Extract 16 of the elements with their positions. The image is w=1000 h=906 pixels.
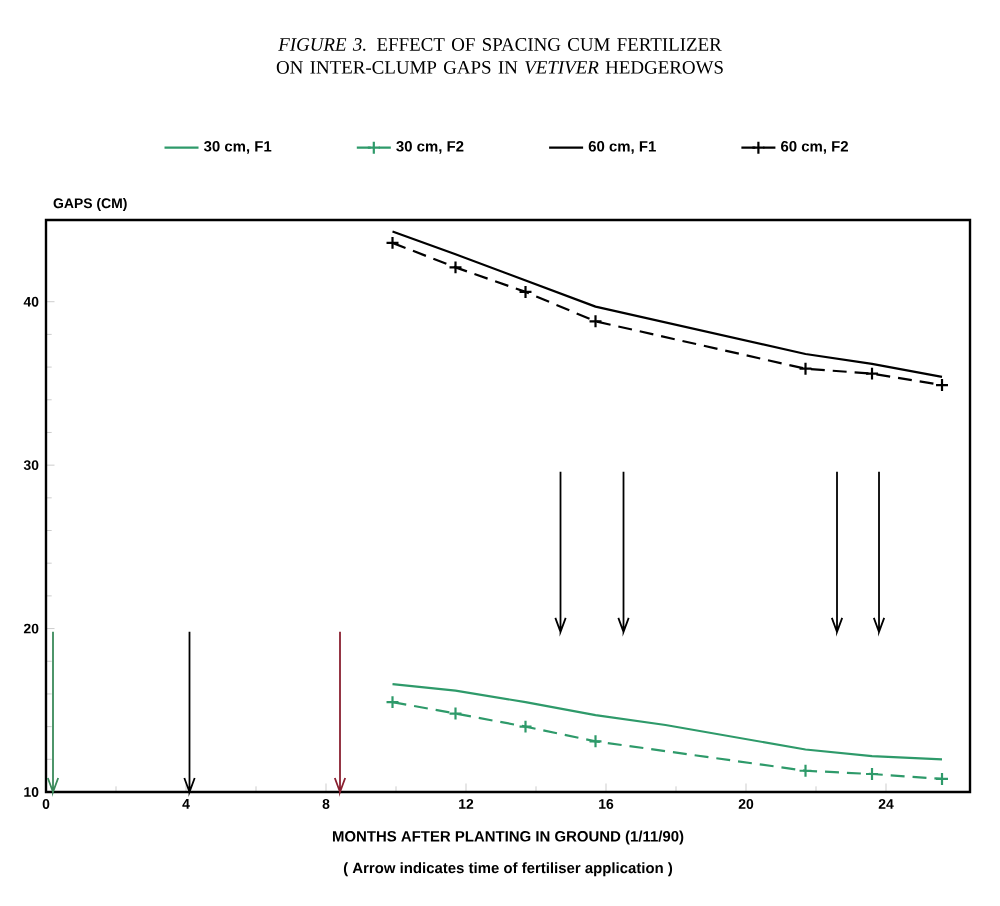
line-series: [391, 683, 944, 761]
point: [864, 366, 880, 381]
point: [798, 361, 813, 376]
point: [864, 766, 880, 782]
point: [798, 763, 813, 778]
point: [385, 695, 400, 710]
point: [385, 235, 400, 250]
point: [518, 284, 533, 299]
point: [448, 260, 463, 275]
point: [448, 706, 463, 721]
point: [934, 377, 950, 393]
point: [934, 771, 950, 787]
chart-title: FIGURE 3. EFFECT OF SPACING CUM FERTILIZER ON INTER-CLUMP GAPS IN VETIVER HEDGEROWS: [276, 38, 723, 74]
point: [518, 719, 533, 734]
point: [588, 734, 603, 749]
point: [588, 314, 603, 329]
